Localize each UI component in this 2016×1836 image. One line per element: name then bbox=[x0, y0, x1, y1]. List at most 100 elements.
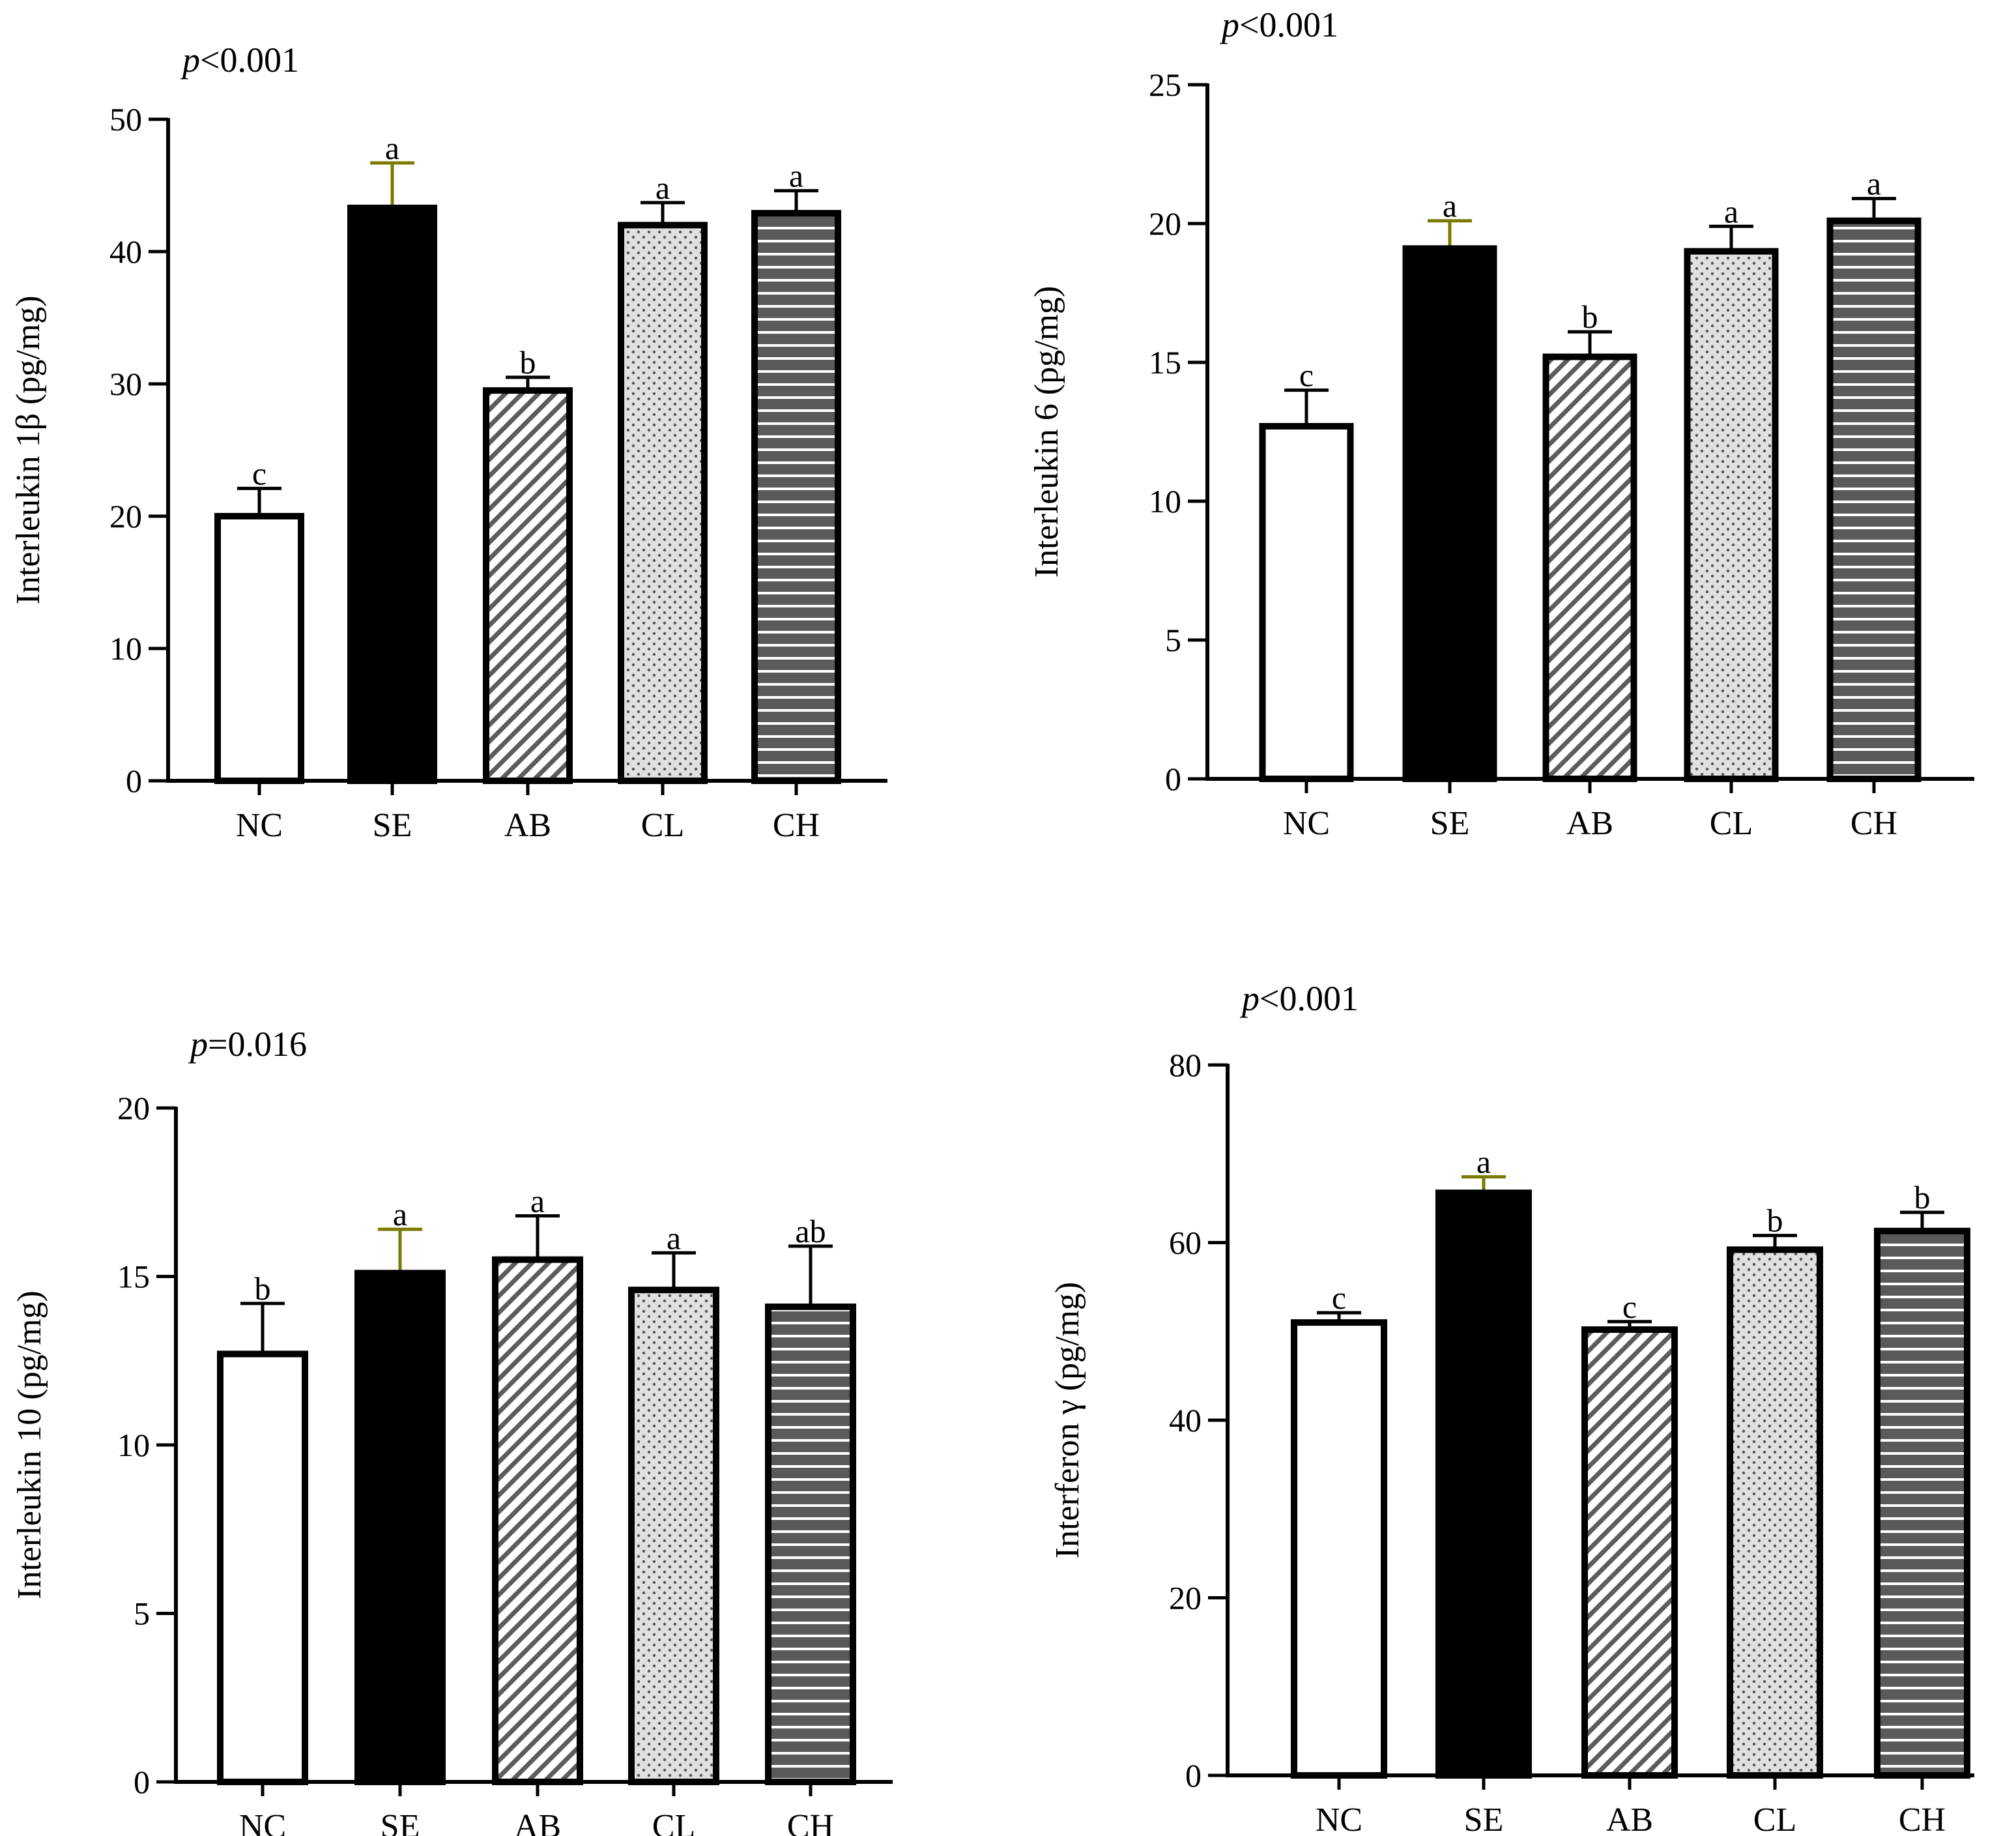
bar-se bbox=[354, 1270, 446, 1785]
error-bar-cl bbox=[1709, 224, 1753, 252]
x-tick-label-ab: AB bbox=[504, 807, 551, 844]
bar-ab bbox=[1581, 1326, 1678, 1779]
bar-ch bbox=[751, 210, 841, 784]
bar-nc bbox=[217, 1350, 308, 1785]
x-tick-label-cl: CL bbox=[1753, 1801, 1796, 1836]
bar-se bbox=[1435, 1189, 1532, 1779]
x-tick-label-ch: CH bbox=[1899, 1801, 1946, 1836]
y-tick-label: 25 bbox=[1149, 66, 1181, 103]
y-tick-label: 40 bbox=[1169, 1402, 1202, 1438]
x-tick-label-ch: CH bbox=[1850, 805, 1897, 842]
x-tick-label-ch: CH bbox=[787, 1808, 834, 1836]
bar-cl bbox=[1684, 248, 1779, 783]
significance-letter-cl: a bbox=[1724, 193, 1738, 229]
bar-ch bbox=[765, 1304, 856, 1785]
bar-ab bbox=[483, 387, 573, 784]
y-tick-label: 5 bbox=[134, 1596, 150, 1632]
x-tick-label-nc: NC bbox=[239, 1808, 286, 1836]
y-tick-label: 20 bbox=[1169, 1580, 1202, 1616]
y-tick-label: 40 bbox=[109, 233, 142, 270]
significance-letter-nc: c bbox=[1299, 357, 1314, 394]
x-tick-label-ab: AB bbox=[1606, 1801, 1653, 1836]
significance-letter-nc: c bbox=[1332, 1279, 1346, 1316]
significance-letter-ch: a bbox=[1867, 166, 1881, 202]
p-value-label: p<0.001 bbox=[180, 40, 299, 80]
x-tick-label-nc: NC bbox=[1316, 1801, 1362, 1836]
y-tick-label: 0 bbox=[1185, 1757, 1202, 1794]
significance-letter-ch: a bbox=[789, 158, 803, 194]
chart-panel-il6: p<0.001 Interleukin 6 (pg/mg) c NC a SE b AB a CL… bbox=[1028, 5, 1974, 842]
bar-cl bbox=[628, 1287, 719, 1786]
y-tick-label: 80 bbox=[1169, 1047, 1202, 1083]
y-tick-label: 20 bbox=[117, 1090, 150, 1126]
x-tick-label-ab: AB bbox=[1566, 805, 1613, 842]
error-bar-se bbox=[1428, 219, 1472, 249]
x-tick-label-cl: CL bbox=[1710, 805, 1753, 842]
significance-letter-se: a bbox=[385, 130, 399, 166]
error-bar-se bbox=[370, 161, 414, 209]
error-bar-se bbox=[378, 1227, 422, 1274]
chart-panel-ifng: p<0.001 Interferon γ (pg/mg) c NC a SE c AB b CL b… bbox=[1049, 979, 1974, 1836]
error-bar-cl bbox=[641, 201, 685, 226]
y-tick-label: 0 bbox=[126, 763, 142, 799]
error-bar-ab bbox=[515, 1214, 560, 1260]
bar-ch bbox=[1826, 217, 1922, 782]
significance-letter-cl: b bbox=[1767, 1202, 1783, 1239]
y-tick-label: 15 bbox=[117, 1259, 150, 1295]
y-tick-label: 20 bbox=[1149, 205, 1181, 242]
significance-letter-ab: c bbox=[1622, 1289, 1637, 1325]
significance-letter-cl: a bbox=[667, 1219, 681, 1256]
y-tick-label: 15 bbox=[1149, 344, 1181, 381]
y-tick-label: 0 bbox=[134, 1764, 150, 1800]
x-tick-label-cl: CL bbox=[652, 1808, 695, 1836]
x-tick-label-se: SE bbox=[373, 807, 412, 844]
significance-letter-cl: a bbox=[655, 169, 670, 206]
bar-ab bbox=[1542, 353, 1637, 782]
significance-letter-ch: ab bbox=[795, 1213, 826, 1249]
significance-letter-ab: b bbox=[520, 344, 536, 381]
x-tick-label-ch: CH bbox=[773, 807, 820, 844]
bar-cl bbox=[618, 222, 708, 784]
x-tick-label-nc: NC bbox=[1283, 805, 1330, 842]
x-tick-label-nc: NC bbox=[236, 807, 283, 844]
error-bar-nc bbox=[240, 1302, 285, 1354]
x-tick-label-se: SE bbox=[1464, 1801, 1504, 1836]
y-tick-label: 20 bbox=[109, 498, 142, 534]
error-bar-ch bbox=[788, 1244, 833, 1307]
significance-letter-se: a bbox=[1476, 1144, 1491, 1180]
p-value-label: p<0.001 bbox=[1239, 979, 1359, 1018]
bar-nc bbox=[214, 513, 304, 784]
y-tick-label: 60 bbox=[1169, 1225, 1202, 1261]
significance-letter-se: a bbox=[1443, 188, 1457, 224]
bar-cl bbox=[1727, 1246, 1823, 1779]
error-bar-ch bbox=[774, 189, 818, 214]
y-tick-label: 10 bbox=[1149, 483, 1181, 519]
bar-ab bbox=[492, 1256, 583, 1785]
y-tick-label: 5 bbox=[1165, 622, 1181, 658]
p-value-label: p=0.016 bbox=[188, 1025, 307, 1064]
y-axis-title: Interleukin 10 (pg/mg) bbox=[11, 1290, 48, 1599]
y-axis-title: Interferon γ (pg/mg) bbox=[1049, 1282, 1086, 1558]
significance-letter-ab: a bbox=[530, 1182, 545, 1219]
error-bar-nc bbox=[237, 486, 281, 516]
significance-letter-ab: b bbox=[1582, 299, 1598, 335]
bar-se bbox=[1402, 245, 1497, 782]
x-tick-label-se: SE bbox=[1430, 805, 1470, 842]
bar-nc bbox=[1291, 1319, 1387, 1779]
bar-se bbox=[347, 205, 437, 784]
y-tick-label: 10 bbox=[117, 1427, 150, 1463]
y-axis-title: Interleukin 1β (pg/mg) bbox=[10, 295, 47, 604]
bar-nc bbox=[1259, 422, 1354, 782]
p-value-label: p<0.001 bbox=[1219, 5, 1338, 44]
bar-ch bbox=[1874, 1227, 1970, 1779]
y-tick-label: 30 bbox=[109, 366, 142, 402]
significance-letter-nc: c bbox=[252, 455, 266, 491]
chart-panel-il10: p=0.016 Interleukin 10 (pg/mg) b NC a SE a AB a C… bbox=[11, 1025, 893, 1836]
error-bar-nc bbox=[1284, 388, 1329, 426]
x-tick-label-cl: CL bbox=[641, 807, 684, 844]
y-tick-label: 10 bbox=[109, 630, 142, 667]
x-tick-label-se: SE bbox=[381, 1808, 420, 1836]
chart-panel-il1b: p<0.001 Interleukin 1β (pg/mg) c NC a SE b AB a C… bbox=[10, 40, 887, 844]
y-tick-label: 50 bbox=[109, 101, 142, 138]
